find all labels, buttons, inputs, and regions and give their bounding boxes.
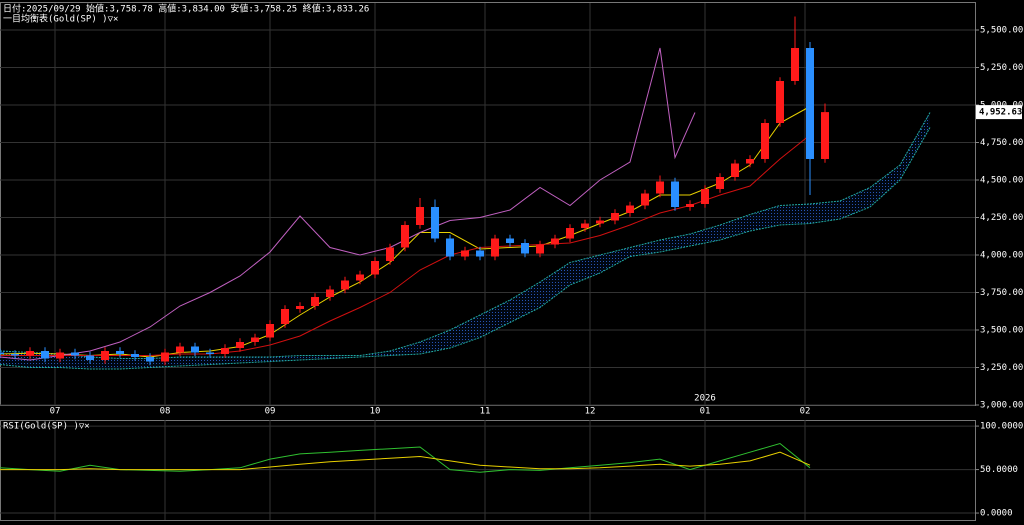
y-tick-label: 4,000.000	[980, 251, 1024, 261]
candle-body	[0, 352, 4, 354]
indicator-line	[0, 47, 696, 361]
candle-body	[446, 238, 454, 257]
candle-body	[701, 189, 709, 204]
y-tick-label: 50.0000	[980, 465, 1018, 475]
candle-body	[146, 357, 154, 362]
candle-body	[56, 352, 64, 359]
candle-body	[131, 354, 139, 357]
candle-body	[356, 274, 364, 281]
candle-body	[476, 250, 484, 257]
x-tick-label: 08	[160, 407, 171, 417]
candle-body	[401, 225, 409, 248]
candle-body	[326, 289, 334, 297]
x-tick-label: 10	[370, 407, 381, 417]
x-tick-label: 01	[700, 407, 711, 417]
candle-body	[191, 346, 199, 353]
y-tick-label: 5,500.000	[980, 26, 1024, 36]
x-tick-label: 02	[800, 407, 811, 417]
candle-body	[161, 352, 169, 362]
y-tick-label: 4,500.000	[980, 176, 1024, 186]
candle-body	[251, 337, 259, 342]
candle-body	[266, 324, 274, 338]
y-tick-label: 3,750.000	[980, 288, 1024, 298]
candle-body	[641, 193, 649, 206]
candle-body	[11, 354, 19, 356]
candle-body	[311, 297, 319, 306]
candle-body	[296, 306, 304, 309]
candle-body	[281, 309, 289, 324]
candle-body	[491, 238, 499, 257]
candle-body	[71, 352, 79, 356]
candle-body	[101, 351, 109, 360]
candle-body	[716, 177, 724, 189]
span-b-line	[0, 127, 931, 370]
annotation: 2026	[694, 394, 716, 404]
candle-body	[431, 207, 439, 239]
y-tick-label: 3,250.000	[980, 363, 1024, 373]
candle-body	[116, 351, 124, 354]
candle-body	[176, 346, 184, 353]
candle-body	[506, 238, 514, 243]
candle-body	[656, 181, 664, 194]
candle-body	[236, 342, 244, 348]
candle-body	[686, 204, 694, 207]
y-tick-label: 3,000.000	[980, 401, 1024, 411]
y-tick-label: 100.0000	[980, 422, 1023, 432]
candle-body	[86, 355, 94, 360]
last-price-box	[976, 105, 1022, 120]
candle-body	[611, 213, 619, 221]
chart-title: RSI(Gold(SP) )▽×	[3, 422, 90, 432]
candle-body	[521, 243, 529, 254]
rsi-line	[0, 451, 811, 471]
y-tick-label: 4,750.000	[980, 138, 1024, 148]
candle-body	[776, 81, 784, 123]
candle-body	[806, 48, 814, 159]
x-tick-label: 11	[480, 407, 491, 417]
candle-body	[821, 112, 829, 159]
candle-body	[206, 352, 214, 354]
chart-title: 日付:2025/09/29 始値:3,758.78 高値:3,834.00 安値…	[3, 3, 369, 15]
chart-subtitle: 一目均衡表(Gold(SP) )▽×	[3, 13, 118, 25]
candle-body	[746, 159, 754, 164]
candle-body	[416, 207, 424, 225]
candle-body	[626, 205, 634, 213]
y-tick-label: 0.0000	[980, 509, 1013, 519]
candle-body	[791, 48, 799, 81]
candle-body	[596, 220, 604, 224]
candle-body	[41, 351, 49, 359]
candle-body	[566, 228, 574, 239]
candle-body	[551, 238, 559, 245]
x-tick-label: 12	[585, 407, 596, 417]
candle-body	[386, 247, 394, 261]
candle-body	[731, 163, 739, 177]
candle-body	[461, 250, 469, 257]
labels: 3,000.000 3,250.000 3,500.000 3,750.000 4,00…	[3, 3, 1024, 519]
candle-body	[341, 280, 349, 290]
candle-body	[581, 223, 589, 228]
candle-body	[761, 123, 769, 159]
x-tick-label: 09	[265, 407, 276, 417]
last-price-label: 4,952.63	[979, 108, 1022, 118]
x-tick-label: 07	[50, 407, 61, 417]
y-tick-label: 4,250.000	[980, 213, 1024, 223]
y-tick-label: 5,250.000	[980, 63, 1024, 73]
candle-body	[671, 181, 679, 207]
span-a-line	[0, 112, 931, 359]
rsi-frame	[0, 420, 976, 521]
candle-body	[26, 351, 34, 356]
candle-body	[536, 244, 544, 254]
candle-body	[371, 261, 379, 275]
marks	[0, 16, 931, 473]
candle-body	[221, 348, 229, 354]
y-tick-label: 3,500.000	[980, 326, 1024, 336]
